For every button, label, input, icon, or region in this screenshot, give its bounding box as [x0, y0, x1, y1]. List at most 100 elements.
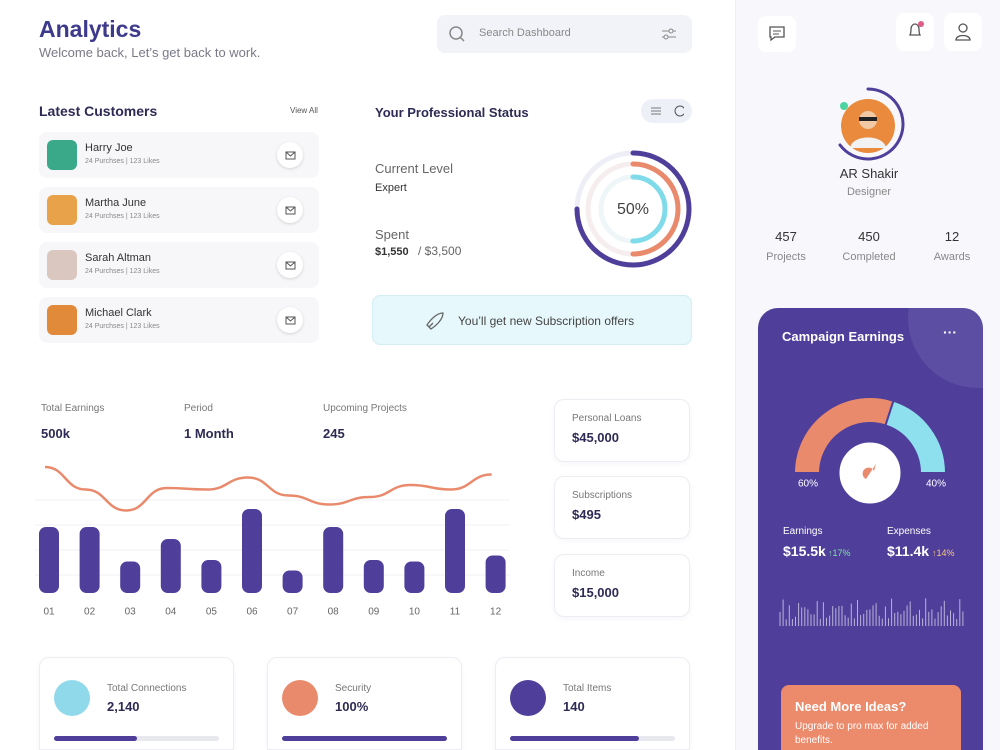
- campaign-card: Campaign Earnings ··· 60% 40% Earnings $1…: [758, 308, 983, 750]
- offer-text: You’ll get new Subscription offers: [458, 314, 635, 328]
- page-subtitle: Welcome back, Let’s get back to work.: [39, 45, 261, 60]
- card-label: Income: [572, 568, 605, 579]
- progress-track: [54, 736, 219, 741]
- promo-box[interactable]: Need More Ideas? Upgrade to pro max for …: [781, 685, 961, 750]
- customer-avatar: [47, 195, 77, 225]
- user-icon: [955, 23, 971, 41]
- summary-card: Subscriptions $495: [554, 476, 690, 539]
- up-arrow: ↑: [932, 548, 937, 558]
- x-tick-label: 04: [165, 607, 177, 618]
- profile-stat-value: 457: [775, 229, 797, 244]
- mail-icon: [285, 316, 296, 325]
- stat-label: Total Earnings: [41, 403, 105, 414]
- mail-button[interactable]: [277, 197, 303, 223]
- customer-avatar: [47, 250, 77, 280]
- earnings-chart: 01 02 03 04 05 06 07 08 09 10 11 12: [35, 465, 510, 618]
- card-label: Subscriptions: [572, 490, 633, 501]
- bar: [323, 527, 344, 593]
- outer-arc: [574, 150, 692, 268]
- gauge-label: 40%: [926, 479, 946, 490]
- spent-total: / $3,500: [418, 244, 462, 258]
- x-tick-label: 07: [287, 607, 299, 618]
- mail-button[interactable]: [277, 307, 303, 333]
- offer-banner[interactable]: You’ll get new Subscription offers: [372, 295, 692, 345]
- profile-stat-value: 12: [944, 229, 960, 244]
- search-box[interactable]: Search Dashboard: [437, 15, 692, 53]
- customer-meta: 24 Purchses | 123 Likes: [85, 158, 160, 165]
- up-arrow: ↑: [828, 548, 833, 558]
- customer-name: Michael Clark: [85, 307, 152, 319]
- section-title: Your Professional Status: [375, 105, 529, 120]
- level-value: Expert: [375, 182, 407, 194]
- card-value: $45,000: [572, 430, 619, 445]
- card-value: $15,000: [572, 585, 619, 600]
- stat-card: Security 100%: [267, 657, 462, 750]
- bar: [404, 561, 425, 593]
- mail-icon: [285, 151, 296, 160]
- decor-circle: [908, 308, 983, 388]
- profile-stat-label: Projects: [766, 251, 806, 263]
- expenses-change-value: 14%: [936, 548, 955, 558]
- bar: [160, 539, 181, 593]
- bar: [79, 527, 100, 593]
- waveform: [779, 598, 964, 626]
- mail-button[interactable]: [277, 252, 303, 278]
- search-icon: [449, 26, 465, 42]
- stat-card: Total Items 140: [495, 657, 690, 750]
- stat-icon: [282, 680, 318, 716]
- x-tick-label: 11: [450, 607, 461, 618]
- search-placeholder: Search Dashboard: [479, 27, 571, 39]
- customer-row[interactable]: Harry Joe 24 Purchses | 123 Likes: [39, 132, 319, 178]
- customer-row[interactable]: Sarah Altman 24 Purchses | 123 Likes: [39, 242, 319, 288]
- customer-avatar: [47, 305, 77, 335]
- gauge-label: 60%: [798, 479, 818, 490]
- progress-fill: [282, 736, 447, 741]
- stat-icon: [510, 680, 546, 716]
- campaign-title: Campaign Earnings: [782, 329, 905, 344]
- notification-button[interactable]: [896, 13, 934, 51]
- stat-value: 1 Month: [184, 426, 234, 441]
- profile-role: Designer: [846, 186, 892, 198]
- more-button[interactable]: ···: [943, 324, 957, 340]
- stat-value: 140: [563, 699, 585, 714]
- summary-card: Income $15,000: [554, 554, 690, 617]
- progress-label: 50%: [617, 201, 649, 218]
- rocket-icon: [426, 312, 444, 330]
- status-donut: 50%: [574, 150, 692, 268]
- stat-value: 2,140: [107, 699, 140, 714]
- customer-name: Martha June: [85, 197, 147, 209]
- customer-row[interactable]: Michael Clark 24 Purchses | 123 Likes: [39, 297, 319, 343]
- stat-label: Total Items: [563, 683, 612, 694]
- summary-card: Personal Loans $45,000: [554, 399, 690, 462]
- customer-meta: 24 Purchses | 123 Likes: [85, 213, 160, 220]
- earnings-change: ↑17%: [828, 548, 851, 558]
- message-button[interactable]: [758, 16, 796, 52]
- gauge-segment: [884, 399, 948, 474]
- progress-arc: [598, 174, 668, 244]
- customer-meta: 24 Purchses | 123 Likes: [85, 268, 160, 275]
- filter-icon[interactable]: [661, 26, 677, 42]
- view-toggle[interactable]: [641, 99, 692, 123]
- card-value: $495: [572, 507, 601, 522]
- user-button[interactable]: [944, 13, 982, 51]
- stat-label: Period: [184, 403, 213, 414]
- expenses-value: $11.4k: [887, 543, 930, 559]
- mail-button[interactable]: [277, 142, 303, 168]
- x-tick-label: 06: [246, 607, 258, 618]
- section-title: Latest Customers: [39, 103, 158, 119]
- bar: [120, 561, 141, 593]
- stat-label: Total Connections: [107, 683, 187, 694]
- stat-label: Upcoming Projects: [323, 403, 407, 414]
- view-all-link[interactable]: View All: [290, 106, 318, 115]
- stat-value: 245: [323, 426, 345, 441]
- message-icon: [769, 26, 785, 42]
- customer-meta: 24 Purchses | 123 Likes: [85, 323, 160, 330]
- customer-row[interactable]: Martha June 24 Purchses | 123 Likes: [39, 187, 319, 233]
- trend-line: [44, 465, 492, 512]
- earnings-value: $15.5k: [783, 543, 826, 559]
- earnings-label: Earnings: [783, 526, 823, 537]
- customer-name: Harry Joe: [85, 142, 133, 154]
- page-title: Analytics: [39, 16, 142, 42]
